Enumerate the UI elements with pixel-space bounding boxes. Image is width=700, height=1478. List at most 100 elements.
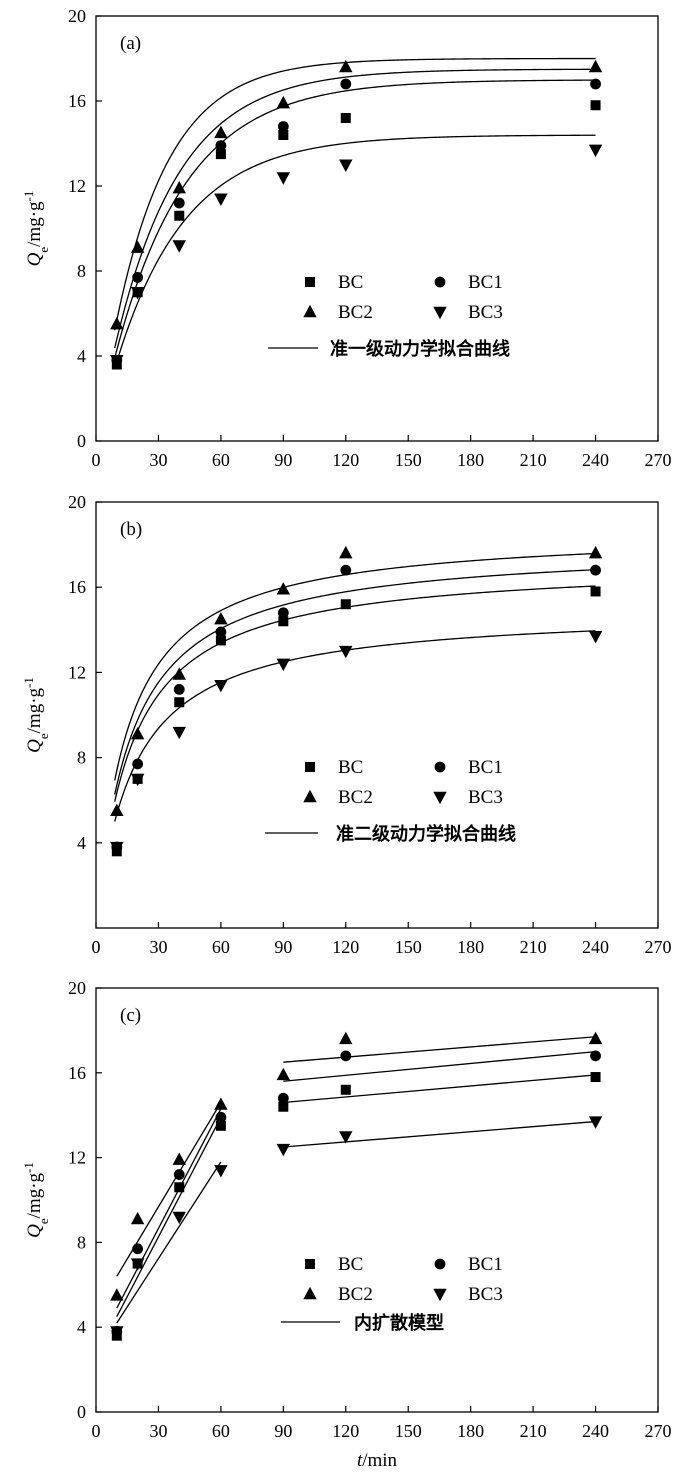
data-point-BC3: [276, 1143, 291, 1157]
legend: BC BC1 BC2 BC3 内扩散模型: [281, 1254, 503, 1334]
legend-label-BC2: BC2: [338, 1284, 373, 1305]
data-point-BC3: [339, 159, 353, 172]
y-axis-label: Qe/mg·g-1: [21, 677, 51, 753]
x-tick-label: 270: [645, 450, 672, 470]
data-point-BC: [590, 1072, 601, 1083]
plot-frame: [95, 987, 659, 1413]
legend-label-BC3: BC3: [468, 1284, 503, 1305]
legend-marker-BC1: [434, 1258, 446, 1270]
data-point-BC3: [588, 1116, 603, 1129]
data-point-BC: [215, 149, 226, 160]
y-axis-label: Qe/mg·g-1: [21, 191, 51, 267]
x-tick-label: 240: [582, 450, 609, 470]
legend-marker-BC1: [434, 761, 446, 773]
x-tick-label: 60: [212, 1421, 230, 1441]
x-axis-label: t/min: [357, 1450, 398, 1471]
fit-segment-BC3-2: [283, 1120, 596, 1148]
legend-marker-BC2: [303, 304, 317, 318]
x-tick-label: 30: [149, 1421, 167, 1441]
legend-marker-BC2: [303, 1286, 317, 1300]
chart-panel-2: 0 30 60 90 120 150 180 210 240 270 4 8 12 16 20 (b) Qe/m…: [21, 492, 672, 957]
legend-label-BC3: BC3: [468, 787, 503, 808]
y-tick-label: 4: [77, 1317, 86, 1337]
data-point-BC1: [132, 1243, 144, 1255]
fit-curve-BC2: [114, 57, 596, 331]
panel-label: (b): [120, 519, 142, 540]
y-tick-label: 16: [68, 577, 86, 597]
y-tick-label: 0: [77, 431, 86, 451]
y-tick-label: 20: [68, 492, 86, 512]
data-point-BC: [174, 1182, 185, 1193]
data-point-BC2: [110, 316, 124, 330]
legend-marker-BC: [305, 277, 315, 287]
chart-panel-1: 0 30 60 90 120 150 180 210 240 270 0 4 8 12 16 20 (a) Qe/…: [21, 6, 672, 470]
x-tick-label: 150: [395, 937, 422, 957]
data-point-BC: [590, 586, 601, 597]
y-tick-label: 0: [77, 1402, 86, 1422]
x-tick-label: 30: [149, 937, 167, 957]
data-point-BC1: [277, 121, 289, 132]
panel-label: (a): [120, 33, 141, 54]
data-point-BC3: [276, 658, 291, 672]
data-point-BC2: [110, 803, 124, 817]
fit-segment-BC2-2: [283, 1036, 596, 1063]
legend-fit-label: 准二级动力学拟合曲线: [336, 823, 516, 845]
legend-marker-BC1: [434, 276, 446, 288]
data-point-BC3: [130, 287, 145, 300]
data-point-BC1: [173, 684, 185, 695]
fit-curve-BC3: [114, 630, 596, 822]
y-tick-label: 8: [77, 261, 86, 281]
data-point-BC2: [214, 1097, 228, 1110]
fit-segment-BC-1: [116, 1117, 222, 1317]
y-axis-label: Qe/mg·g-1: [21, 1162, 51, 1238]
data-point-BC1: [173, 1169, 185, 1180]
y-tick-label: 20: [68, 978, 86, 998]
fit-curve-BC: [114, 79, 596, 359]
data-point-BC: [340, 599, 351, 610]
x-tick-label: 120: [332, 450, 359, 470]
x-tick-label: 60: [212, 450, 230, 470]
legend-label-BC: BC: [338, 272, 363, 293]
legend-label-BC: BC: [338, 757, 363, 778]
data-point-BC3: [214, 679, 228, 693]
x-tick-label: 180: [457, 450, 484, 470]
data-point-BC: [174, 210, 185, 221]
x-tick-label: 0: [92, 450, 101, 470]
data-point-BC1: [590, 564, 601, 576]
data-point-BC2: [276, 582, 291, 595]
fit-curve-BC2: [114, 552, 596, 781]
legend-marker-BC3: [433, 1288, 447, 1302]
data-point-BC2: [130, 1211, 145, 1225]
x-tick-label: 210: [520, 1421, 547, 1441]
legend-label-BC1: BC1: [468, 1254, 503, 1275]
x-tick-label: 30: [149, 450, 167, 470]
data-point-BC2: [110, 1288, 124, 1301]
fit-segment-BC3-1: [116, 1161, 222, 1324]
data-point-BC2: [276, 95, 291, 109]
x-tick-label: 270: [645, 937, 672, 957]
data-point-BC: [174, 697, 185, 708]
data-point-BC2: [339, 545, 353, 559]
data-point-BC2: [172, 667, 186, 680]
data-point-BC3: [172, 240, 186, 253]
data-point-BC2: [276, 1067, 291, 1081]
panel-label: (c): [120, 1005, 141, 1026]
data-point-BC1: [215, 626, 227, 638]
plot-frame: [95, 501, 659, 929]
data-point-BC1: [277, 607, 289, 619]
data-point-BC1: [132, 758, 144, 770]
y-tick-label: 4: [77, 833, 86, 853]
data-point-BC3: [110, 1326, 124, 1339]
legend-label-BC: BC: [338, 1254, 363, 1275]
x-tick-label: 180: [457, 937, 484, 957]
data-point-BC1: [340, 1050, 352, 1062]
data-point-BC3: [172, 1211, 186, 1225]
legend-marker-BC3: [433, 306, 447, 320]
x-tick-label: 180: [457, 1421, 484, 1441]
data-point-BC3: [214, 1165, 228, 1178]
x-tick-label: 240: [582, 937, 609, 957]
legend-label-BC2: BC2: [338, 302, 373, 323]
data-point-BC3: [110, 355, 124, 368]
data-point-BC3: [276, 172, 291, 185]
y-tick-label: 12: [68, 176, 86, 196]
